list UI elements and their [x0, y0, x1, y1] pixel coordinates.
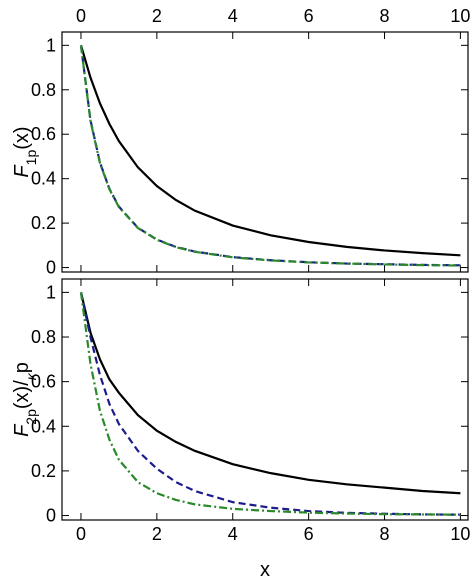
y-axis-label-part: (x)/	[11, 380, 33, 409]
y-tick-label: 0.4	[31, 416, 56, 436]
x-tick-label: 10	[450, 524, 470, 544]
plot-frame	[61, 278, 469, 521]
y-tick-label: 0	[46, 258, 56, 278]
y-tick-label: 1	[46, 35, 56, 55]
series-line	[79, 292, 461, 495]
x-tick-label: 2	[152, 6, 162, 26]
y-axis-label-part: p	[11, 362, 33, 373]
x-tick-label: 8	[380, 524, 390, 544]
y-tick-label: 1	[46, 282, 56, 302]
series-line	[79, 45, 461, 267]
series-line	[79, 45, 461, 267]
x-axis-label: x	[260, 559, 270, 581]
y-tick-label: 0.2	[31, 461, 56, 481]
y-tick-label: 0.8	[31, 327, 56, 347]
y-tick-label: 0	[46, 506, 56, 526]
y-tick-label: 0.6	[31, 372, 56, 392]
x-tick-label: 6	[304, 6, 314, 26]
y-axis-label-part: 1p	[23, 150, 39, 166]
y-axis-label: F1p(x)	[11, 126, 39, 177]
x-tick-label: 0	[76, 524, 86, 544]
y-tick-label: 0.8	[31, 80, 56, 100]
plot-frame	[61, 31, 469, 273]
y-axis-label-part: 2p	[23, 409, 39, 425]
y-axis-label-part: (x)	[11, 126, 33, 149]
series-line	[79, 292, 461, 516]
x-tick-label: 0	[76, 6, 86, 26]
series-line	[79, 292, 461, 516]
y-tick-label: 0.6	[31, 124, 56, 144]
y-tick-label: 0.2	[31, 213, 56, 233]
x-tick-label: 4	[228, 524, 238, 544]
y-axis-label-part: F	[11, 423, 33, 437]
y-axis-label-part: κ	[23, 372, 39, 380]
y-axis-label-part: F	[11, 164, 33, 178]
x-tick-label: 10	[450, 6, 470, 26]
series-line	[79, 45, 461, 257]
y-tick-label: 0.4	[31, 169, 56, 189]
x-tick-label: 6	[304, 524, 314, 544]
x-tick-label: 4	[228, 6, 238, 26]
y-axis-label: F2p(x)/κp	[11, 362, 39, 437]
x-tick-label: 2	[152, 524, 162, 544]
x-tick-label: 8	[380, 6, 390, 26]
